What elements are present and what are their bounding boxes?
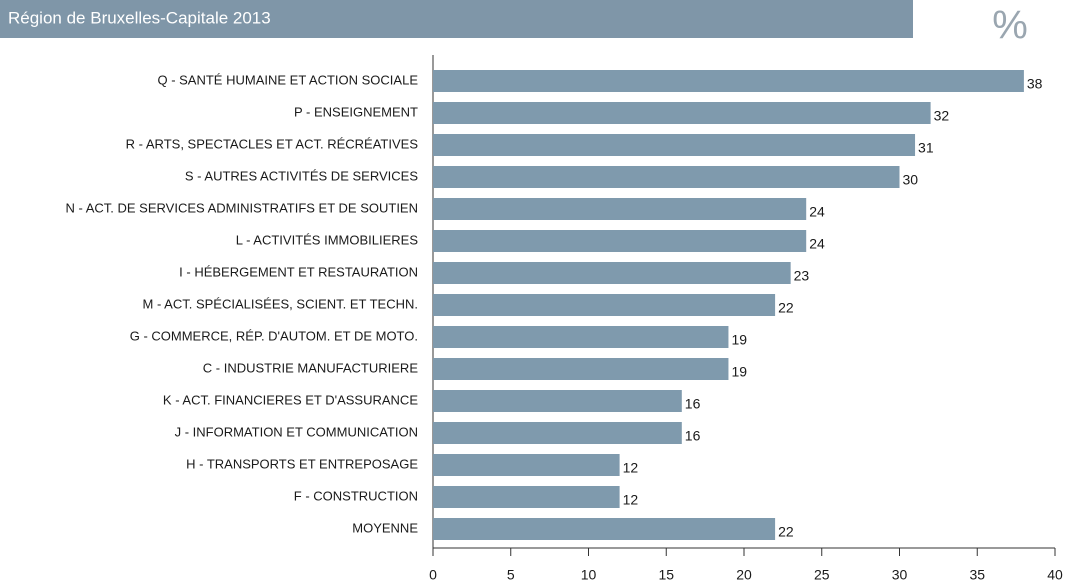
bar [433, 166, 900, 188]
value-label: 23 [794, 268, 810, 284]
x-tick-label: 10 [581, 567, 597, 583]
x-tick-label: 15 [658, 567, 674, 583]
value-label: 22 [778, 300, 794, 316]
x-tick-label: 25 [814, 567, 830, 583]
value-label: 22 [778, 524, 794, 540]
y-tick-label: N - ACT. DE SERVICES ADMINISTRATIFS ET D… [65, 200, 418, 215]
y-tick-label: C - INDUSTRIE MANUFACTURIERE [203, 360, 419, 375]
bar [433, 486, 620, 508]
bar [433, 230, 807, 252]
value-label: 24 [809, 236, 825, 252]
y-tick-label: G - COMMERCE, RÉP. D'AUTOM. ET DE MOTO. [130, 328, 418, 343]
x-tick-label: 40 [1047, 567, 1063, 583]
bar [433, 518, 776, 540]
y-tick-label: MOYENNE [352, 520, 418, 535]
value-label: 24 [809, 204, 825, 220]
x-tick-label: 30 [892, 567, 908, 583]
bar [433, 70, 1024, 92]
x-tick-label: 5 [507, 567, 515, 583]
value-label: 19 [731, 332, 747, 348]
y-tick-label: K - ACT. FINANCIERES ET D'ASSURANCE [163, 392, 418, 407]
x-tick-label: 20 [736, 567, 752, 583]
unit-label: % [992, 4, 1028, 48]
value-label: 12 [623, 460, 639, 476]
y-tick-label: H - TRANSPORTS ET ENTREPOSAGE [186, 456, 418, 471]
y-tick-label: J - INFORMATION ET COMMUNICATION [175, 424, 418, 439]
value-label: 19 [731, 364, 747, 380]
bar [433, 358, 729, 380]
y-tick-label: R - ARTS, SPECTACLES ET ACT. RÉCRÉATIVES [126, 136, 419, 151]
bar [433, 326, 729, 348]
bar [433, 198, 807, 220]
value-label: 16 [685, 396, 701, 412]
y-tick-label: M - ACT. SPÉCIALISÉES, SCIENT. ET TECHN. [143, 296, 418, 311]
bar [433, 390, 682, 412]
y-tick-label: L - ACTIVITÉS IMMOBILIERES [236, 232, 419, 247]
value-label: 12 [623, 492, 639, 508]
x-tick-label: 0 [429, 567, 437, 583]
bar [433, 422, 682, 444]
bar [433, 102, 931, 124]
y-tick-label: P - ENSEIGNEMENT [294, 104, 418, 119]
title-band [0, 0, 913, 38]
value-label: 30 [903, 172, 919, 188]
x-tick-label: 35 [969, 567, 985, 583]
value-label: 16 [685, 428, 701, 444]
y-tick-label: I - HÉBERGEMENT ET RESTAURATION [179, 264, 418, 279]
y-tick-label: Q - SANTÉ HUMAINE ET ACTION SOCIALE [157, 72, 418, 87]
y-tick-label: F - CONSTRUCTION [294, 488, 418, 503]
bar [433, 454, 620, 476]
value-label: 32 [934, 108, 950, 124]
bar [433, 134, 916, 156]
bar [433, 262, 791, 284]
bar [433, 294, 776, 316]
value-label: 38 [1027, 76, 1043, 92]
y-tick-label: S - AUTRES ACTIVITÉS DE SERVICES [185, 168, 418, 183]
chart-title: Région de Bruxelles-Capitale 2013 [8, 8, 271, 27]
value-label: 31 [918, 140, 934, 156]
